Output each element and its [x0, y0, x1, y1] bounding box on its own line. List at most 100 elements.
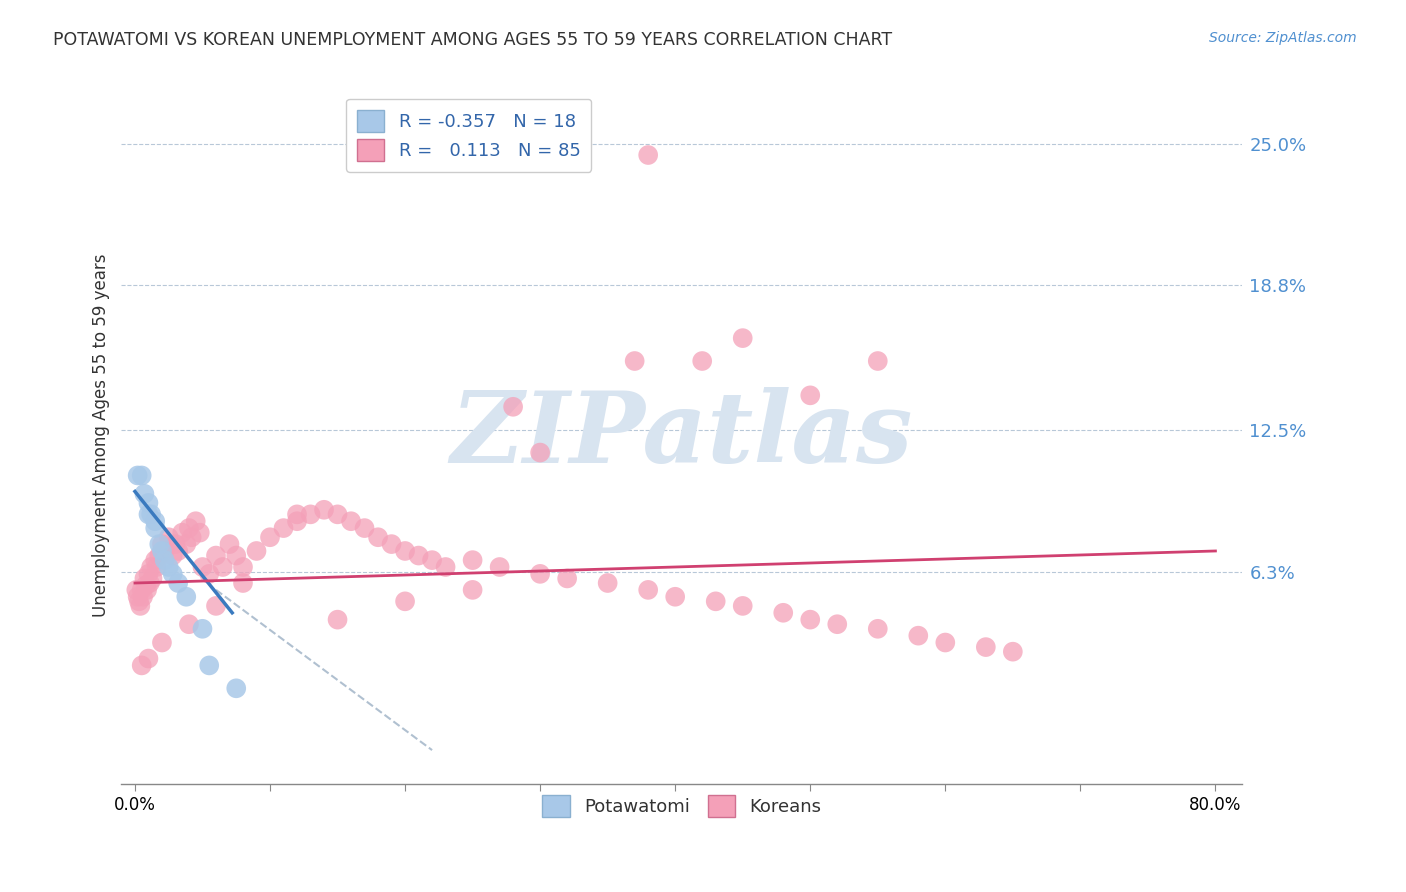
Point — [135, 578, 157, 592]
Point — [245, 544, 267, 558]
Point — [174, 537, 197, 551]
Point — [177, 617, 200, 632]
Point — [637, 148, 659, 162]
Point — [907, 629, 929, 643]
Point — [1001, 645, 1024, 659]
Point — [367, 530, 389, 544]
Point — [148, 537, 170, 551]
Point — [157, 560, 180, 574]
Point — [132, 590, 155, 604]
Point — [128, 594, 150, 608]
Point — [461, 582, 484, 597]
Point — [394, 594, 416, 608]
Point — [285, 514, 308, 528]
Point — [127, 468, 149, 483]
Point — [127, 590, 149, 604]
Point — [225, 681, 247, 696]
Point — [866, 622, 889, 636]
Point — [488, 560, 510, 574]
Point — [974, 640, 997, 654]
Point — [637, 582, 659, 597]
Point — [825, 617, 848, 632]
Point — [191, 622, 214, 636]
Point — [138, 651, 160, 665]
Y-axis label: Unemployment Among Ages 55 to 59 years: Unemployment Among Ages 55 to 59 years — [93, 253, 110, 617]
Point — [138, 566, 160, 581]
Point — [772, 606, 794, 620]
Point — [211, 560, 233, 574]
Point — [731, 599, 754, 613]
Point — [184, 514, 207, 528]
Point — [167, 544, 190, 558]
Point — [232, 576, 254, 591]
Point — [394, 544, 416, 558]
Point — [191, 560, 214, 574]
Point — [312, 503, 335, 517]
Text: ZIPatlas: ZIPatlas — [451, 387, 912, 483]
Point — [143, 514, 166, 528]
Point — [174, 590, 197, 604]
Point — [153, 544, 176, 558]
Point — [150, 635, 173, 649]
Point — [134, 571, 156, 585]
Point — [162, 549, 184, 563]
Point — [434, 560, 457, 574]
Point — [167, 576, 190, 591]
Point — [148, 549, 170, 563]
Point — [131, 582, 153, 597]
Point — [232, 560, 254, 574]
Point — [177, 521, 200, 535]
Point — [934, 635, 956, 649]
Point — [134, 487, 156, 501]
Point — [623, 354, 645, 368]
Point — [326, 613, 349, 627]
Point — [299, 508, 322, 522]
Point — [188, 525, 211, 540]
Point — [205, 549, 228, 563]
Point — [259, 530, 281, 544]
Point — [157, 530, 180, 544]
Point — [141, 560, 163, 574]
Point — [353, 521, 375, 535]
Point — [125, 582, 148, 597]
Point — [866, 354, 889, 368]
Point — [162, 566, 184, 581]
Point — [664, 590, 686, 604]
Point — [690, 354, 713, 368]
Point — [596, 576, 619, 591]
Point — [218, 537, 240, 551]
Point — [704, 594, 727, 608]
Point — [340, 514, 363, 528]
Point — [799, 388, 821, 402]
Point — [180, 530, 202, 544]
Point — [502, 400, 524, 414]
Point — [326, 508, 349, 522]
Point — [150, 544, 173, 558]
Point — [420, 553, 443, 567]
Point — [285, 508, 308, 522]
Point — [138, 496, 160, 510]
Point — [731, 331, 754, 345]
Point — [198, 658, 221, 673]
Point — [799, 613, 821, 627]
Text: POTAWATOMI VS KOREAN UNEMPLOYMENT AMONG AGES 55 TO 59 YEARS CORRELATION CHART: POTAWATOMI VS KOREAN UNEMPLOYMENT AMONG … — [53, 31, 893, 49]
Point — [461, 553, 484, 567]
Point — [141, 571, 163, 585]
Point — [225, 549, 247, 563]
Point — [131, 468, 153, 483]
Point — [555, 571, 578, 585]
Point — [205, 599, 228, 613]
Point — [153, 553, 176, 567]
Point — [172, 525, 194, 540]
Point — [139, 576, 162, 591]
Point — [150, 537, 173, 551]
Point — [131, 658, 153, 673]
Point — [529, 566, 551, 581]
Point — [141, 508, 163, 522]
Point — [198, 566, 221, 581]
Point — [129, 599, 152, 613]
Point — [529, 445, 551, 459]
Point — [165, 537, 187, 551]
Point — [143, 553, 166, 567]
Point — [380, 537, 402, 551]
